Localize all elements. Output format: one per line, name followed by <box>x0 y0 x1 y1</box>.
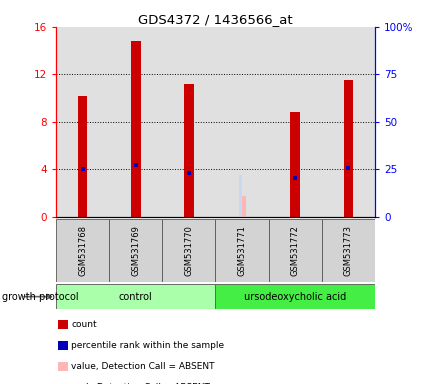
Bar <box>56 284 215 309</box>
Text: GSM531773: GSM531773 <box>343 225 352 276</box>
Bar <box>162 219 215 282</box>
Text: growth protocol: growth protocol <box>2 291 79 302</box>
Bar <box>321 219 374 282</box>
Text: value, Detection Call = ABSENT: value, Detection Call = ABSENT <box>71 362 214 371</box>
Bar <box>290 113 299 217</box>
Text: control: control <box>119 291 152 302</box>
Text: GSM531769: GSM531769 <box>131 225 140 276</box>
Bar <box>131 41 140 217</box>
Bar <box>268 219 321 282</box>
Bar <box>215 219 268 282</box>
Bar <box>215 284 374 309</box>
Bar <box>238 175 242 217</box>
Bar <box>240 195 246 217</box>
Text: ursodeoxycholic acid: ursodeoxycholic acid <box>243 291 346 302</box>
Bar <box>184 84 193 217</box>
Text: percentile rank within the sample: percentile rank within the sample <box>71 341 224 350</box>
Text: count: count <box>71 320 96 329</box>
Bar <box>109 219 162 282</box>
Text: rank, Detection Call = ABSENT: rank, Detection Call = ABSENT <box>71 383 209 384</box>
Title: GDS4372 / 1436566_at: GDS4372 / 1436566_at <box>138 13 292 26</box>
Text: GSM531771: GSM531771 <box>237 225 246 276</box>
Text: GSM531770: GSM531770 <box>184 225 193 276</box>
Bar <box>343 80 352 217</box>
Bar <box>78 96 87 217</box>
Text: GSM531772: GSM531772 <box>290 225 299 276</box>
Text: GSM531768: GSM531768 <box>78 225 87 276</box>
Bar <box>56 219 109 282</box>
